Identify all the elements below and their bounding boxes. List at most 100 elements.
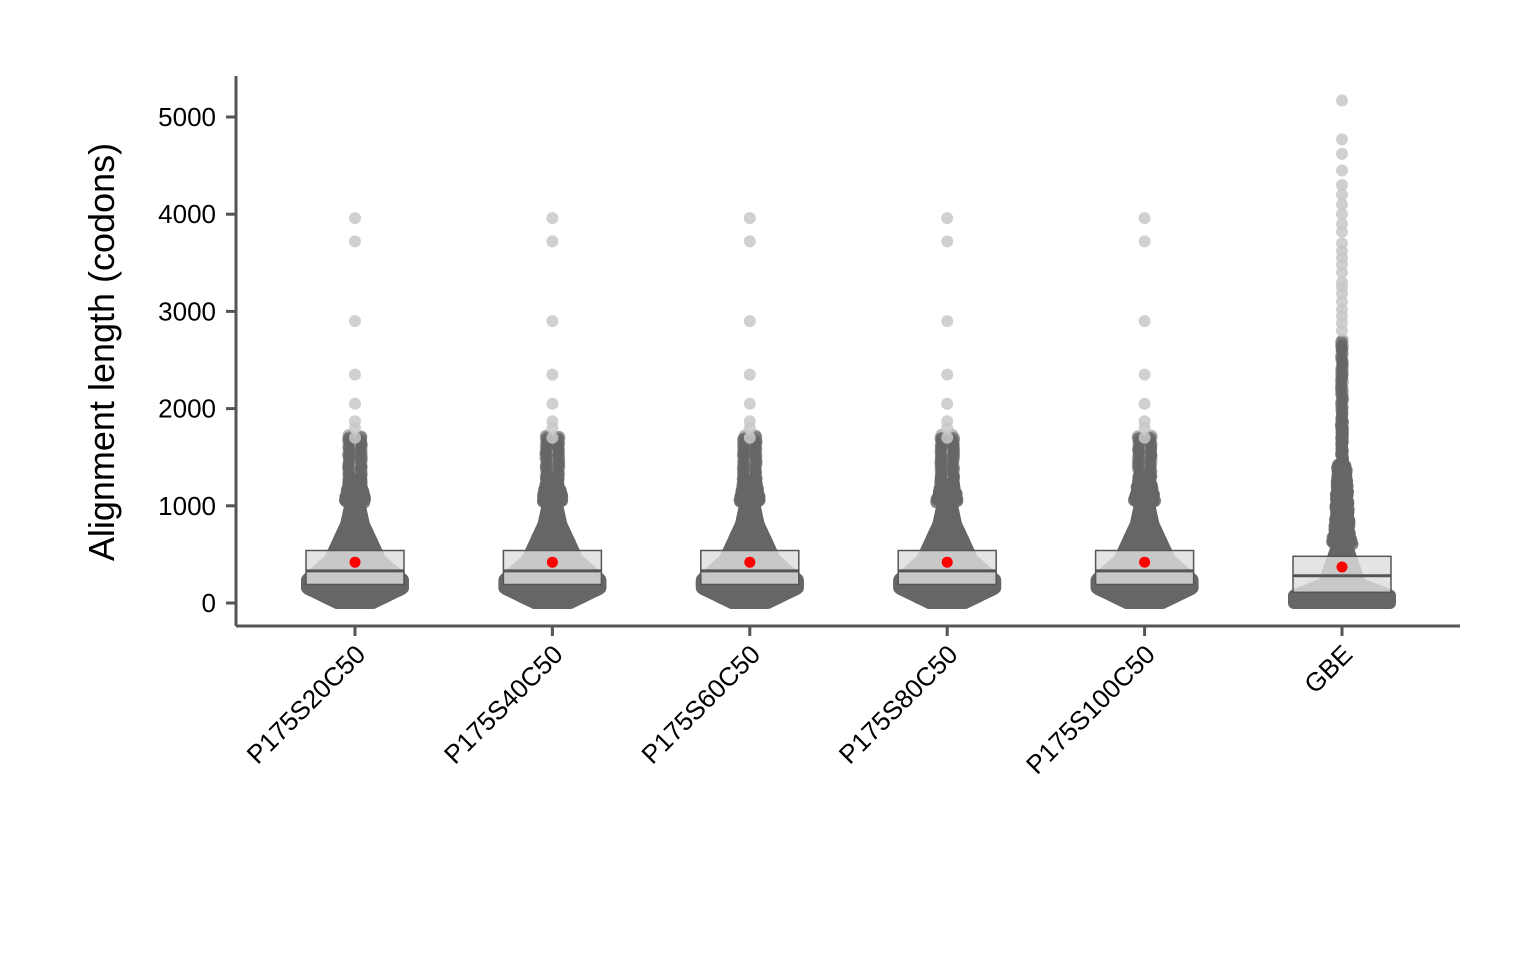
y-axis-ticks: 0 1000 2000 3000 4000 5000 (158, 102, 236, 618)
data-point (749, 440, 762, 453)
outlier-point (1138, 431, 1151, 444)
data-point (1145, 449, 1158, 461)
data-point (1144, 459, 1157, 472)
data-point (1133, 462, 1145, 475)
y-tick-label: 4000 (158, 199, 216, 229)
data-point (551, 465, 564, 478)
data-point (1131, 451, 1144, 464)
data-point (1335, 373, 1348, 386)
data-point (1132, 444, 1145, 457)
data-point (935, 460, 948, 473)
outlier-point (546, 235, 559, 248)
data-point (738, 447, 751, 460)
data-point (1336, 344, 1349, 357)
data-point (1132, 442, 1145, 455)
data-point (936, 440, 949, 453)
data-point (1145, 451, 1157, 464)
data-point (343, 465, 355, 478)
data-point (1132, 460, 1145, 473)
data-point (355, 457, 368, 469)
data-point (343, 456, 356, 469)
data-point (934, 453, 947, 466)
outlier-point (1336, 266, 1348, 279)
data-point (342, 441, 355, 454)
data-point (736, 462, 749, 475)
data-point (355, 442, 368, 455)
data-point (947, 469, 960, 481)
data-point (343, 451, 356, 463)
data-point (947, 470, 960, 482)
data-point (342, 468, 355, 481)
data-point (342, 462, 355, 475)
outlier-point (349, 422, 361, 434)
data-point (935, 441, 948, 454)
data-point (1335, 388, 1348, 401)
data-point (1336, 338, 1349, 351)
data-point (1336, 358, 1349, 371)
data-point (1336, 391, 1349, 404)
data-point (539, 460, 552, 473)
data-point (749, 470, 761, 483)
data-point (342, 453, 355, 466)
data-point (737, 441, 750, 454)
data-point (948, 463, 960, 476)
outlier-point (1336, 225, 1348, 238)
data-point (342, 462, 355, 475)
data-point (1335, 335, 1348, 348)
data-point (946, 464, 959, 476)
data-point (748, 460, 761, 473)
data-point (1335, 396, 1348, 409)
data-point (539, 459, 552, 472)
data-point (1335, 371, 1348, 384)
swarm-group-P175S20C50 (301, 212, 409, 609)
data-point (1145, 442, 1157, 455)
data-point (540, 459, 553, 471)
data-point (1144, 441, 1157, 454)
y-tick-label: 1000 (158, 491, 216, 521)
y-tick-label: 5000 (158, 102, 216, 132)
data-point (354, 443, 367, 456)
outlier-point (941, 368, 954, 381)
data-point (1336, 408, 1349, 421)
data-point (552, 449, 565, 461)
data-point (1144, 459, 1157, 472)
data-point (947, 442, 959, 455)
data-point (552, 441, 565, 454)
data-point (1131, 455, 1144, 468)
data-point (934, 465, 947, 478)
data-point (936, 450, 949, 463)
data-point (553, 452, 566, 465)
data-point (342, 467, 355, 480)
outlier-point (743, 315, 756, 328)
data-point (540, 454, 553, 467)
data-point (750, 449, 763, 462)
data-point (552, 467, 565, 480)
data-point (354, 450, 367, 463)
data-point (947, 448, 960, 461)
data-point (736, 449, 749, 462)
data-point (737, 463, 750, 476)
data-point (540, 446, 552, 459)
data-point (1336, 356, 1349, 369)
data-point (355, 466, 368, 478)
data-point (1335, 350, 1347, 363)
data-point (749, 450, 761, 463)
data-point (749, 466, 762, 479)
data-point (552, 469, 564, 482)
data-point (552, 455, 565, 468)
data-point (737, 468, 750, 481)
data-point (748, 451, 761, 464)
data-point (355, 468, 368, 481)
data-point (553, 455, 566, 468)
data-point (1133, 445, 1146, 458)
data-point (1145, 451, 1158, 464)
data-point (1335, 339, 1348, 352)
data-point (344, 447, 356, 459)
data-point (1145, 443, 1158, 456)
data-point (1335, 342, 1348, 355)
x-tick-label-GBE: GBE (1298, 639, 1358, 699)
data-point (737, 458, 750, 470)
data-point (355, 460, 368, 473)
data-point (552, 444, 565, 457)
data-point (935, 456, 948, 469)
